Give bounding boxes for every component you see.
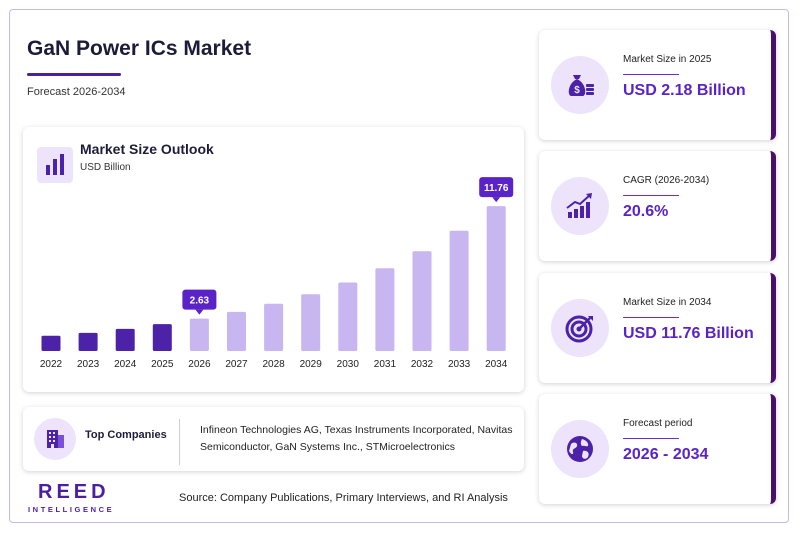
data-callout-2026: 2.63 <box>182 289 217 315</box>
kpi-value: 20.6% <box>623 203 669 220</box>
money-bag-icon: $ <box>551 56 609 114</box>
kpi-value: USD 2.18 Billion <box>623 82 746 99</box>
top-companies-card <box>23 407 524 471</box>
data-label: 11.76 <box>484 183 509 194</box>
bar-2032 <box>412 251 432 351</box>
x-tick-label: 2024 <box>114 359 137 370</box>
x-tick-label: 2032 <box>411 359 434 370</box>
bar-2027 <box>227 311 246 351</box>
x-tick-label: 2029 <box>300 359 323 370</box>
data-label: 2.63 <box>190 296 210 307</box>
divider <box>179 419 180 465</box>
x-tick-label: 2022 <box>40 359 63 370</box>
data-callout-2034: 11.76 <box>479 177 514 203</box>
x-tick-label: 2028 <box>262 359 285 370</box>
target-icon <box>551 299 609 357</box>
top-companies-label: Top Companies <box>85 429 167 441</box>
bar-2025 <box>152 324 172 351</box>
bar-2033 <box>449 230 469 351</box>
x-tick-label: 2033 <box>448 359 471 370</box>
bar-chart-icon <box>37 147 73 183</box>
chart-unit: USD Billion <box>80 162 131 173</box>
logo-wordmark: REED <box>38 481 110 503</box>
globe-icon <box>551 420 609 478</box>
bar-2026 <box>189 318 209 351</box>
bar-2034 <box>486 206 506 351</box>
kpi-value: 2026 - 2034 <box>623 446 709 463</box>
bar-2028 <box>264 303 284 351</box>
bar-2023 <box>78 332 98 351</box>
source-note: Source: Company Publications, Primary In… <box>179 492 508 504</box>
top-companies-list: Infineon Technologies AG, Texas Instrume… <box>200 424 513 453</box>
kpi-label: Market Size in 2025 <box>623 54 712 65</box>
kpi-value: USD 11.76 Billion <box>623 325 754 342</box>
kpi-card-forecast-period: Forecast period 2026 - 2034 <box>539 394 776 504</box>
title-underline <box>27 73 121 76</box>
bar-2030 <box>338 282 358 351</box>
kpi-card-market-size-2025: $ Market Size in 2025 USD 2.18 Billion <box>539 30 776 140</box>
kpi-divider <box>623 74 679 75</box>
bar-chart: 2022 2023 2024 2025 2026 2027 2028 2029 2030 2031… <box>40 177 514 370</box>
kpi-label: CAGR (2026-2034) <box>623 175 710 186</box>
page-title: GaN Power ICs Market <box>27 37 252 60</box>
kpi-divider <box>623 195 679 196</box>
kpi-card-market-size-2034: Market Size in 2034 USD 11.76 Billion <box>539 273 776 383</box>
building-icon <box>34 418 76 460</box>
kpi-label: Market Size in 2034 <box>623 297 712 308</box>
bar-2029 <box>301 294 321 351</box>
x-tick-label: 2031 <box>374 359 397 370</box>
x-tick-label: 2026 <box>188 359 211 370</box>
logo-tagline: INTELLIGENCE <box>28 505 115 514</box>
x-tick-label: 2030 <box>337 359 360 370</box>
x-tick-label: 2023 <box>77 359 100 370</box>
kpi-divider <box>623 317 679 318</box>
page-subtitle: Forecast 2026-2034 <box>27 86 126 98</box>
x-tick-label: 2027 <box>225 359 248 370</box>
bar-2031 <box>375 268 395 351</box>
kpi-card-cagr: CAGR (2026-2034) 20.6% <box>539 151 776 261</box>
bar-2024 <box>115 328 135 351</box>
kpi-label: Forecast period <box>623 418 693 429</box>
kpi-divider <box>623 438 679 439</box>
chart-title: Market Size Outlook <box>80 141 214 157</box>
x-tick-label: 2025 <box>151 359 174 370</box>
growth-chart-icon <box>551 177 609 235</box>
svg-text:$: $ <box>574 85 580 96</box>
x-tick-label: 2034 <box>485 359 508 370</box>
bar-2022 <box>41 335 61 351</box>
